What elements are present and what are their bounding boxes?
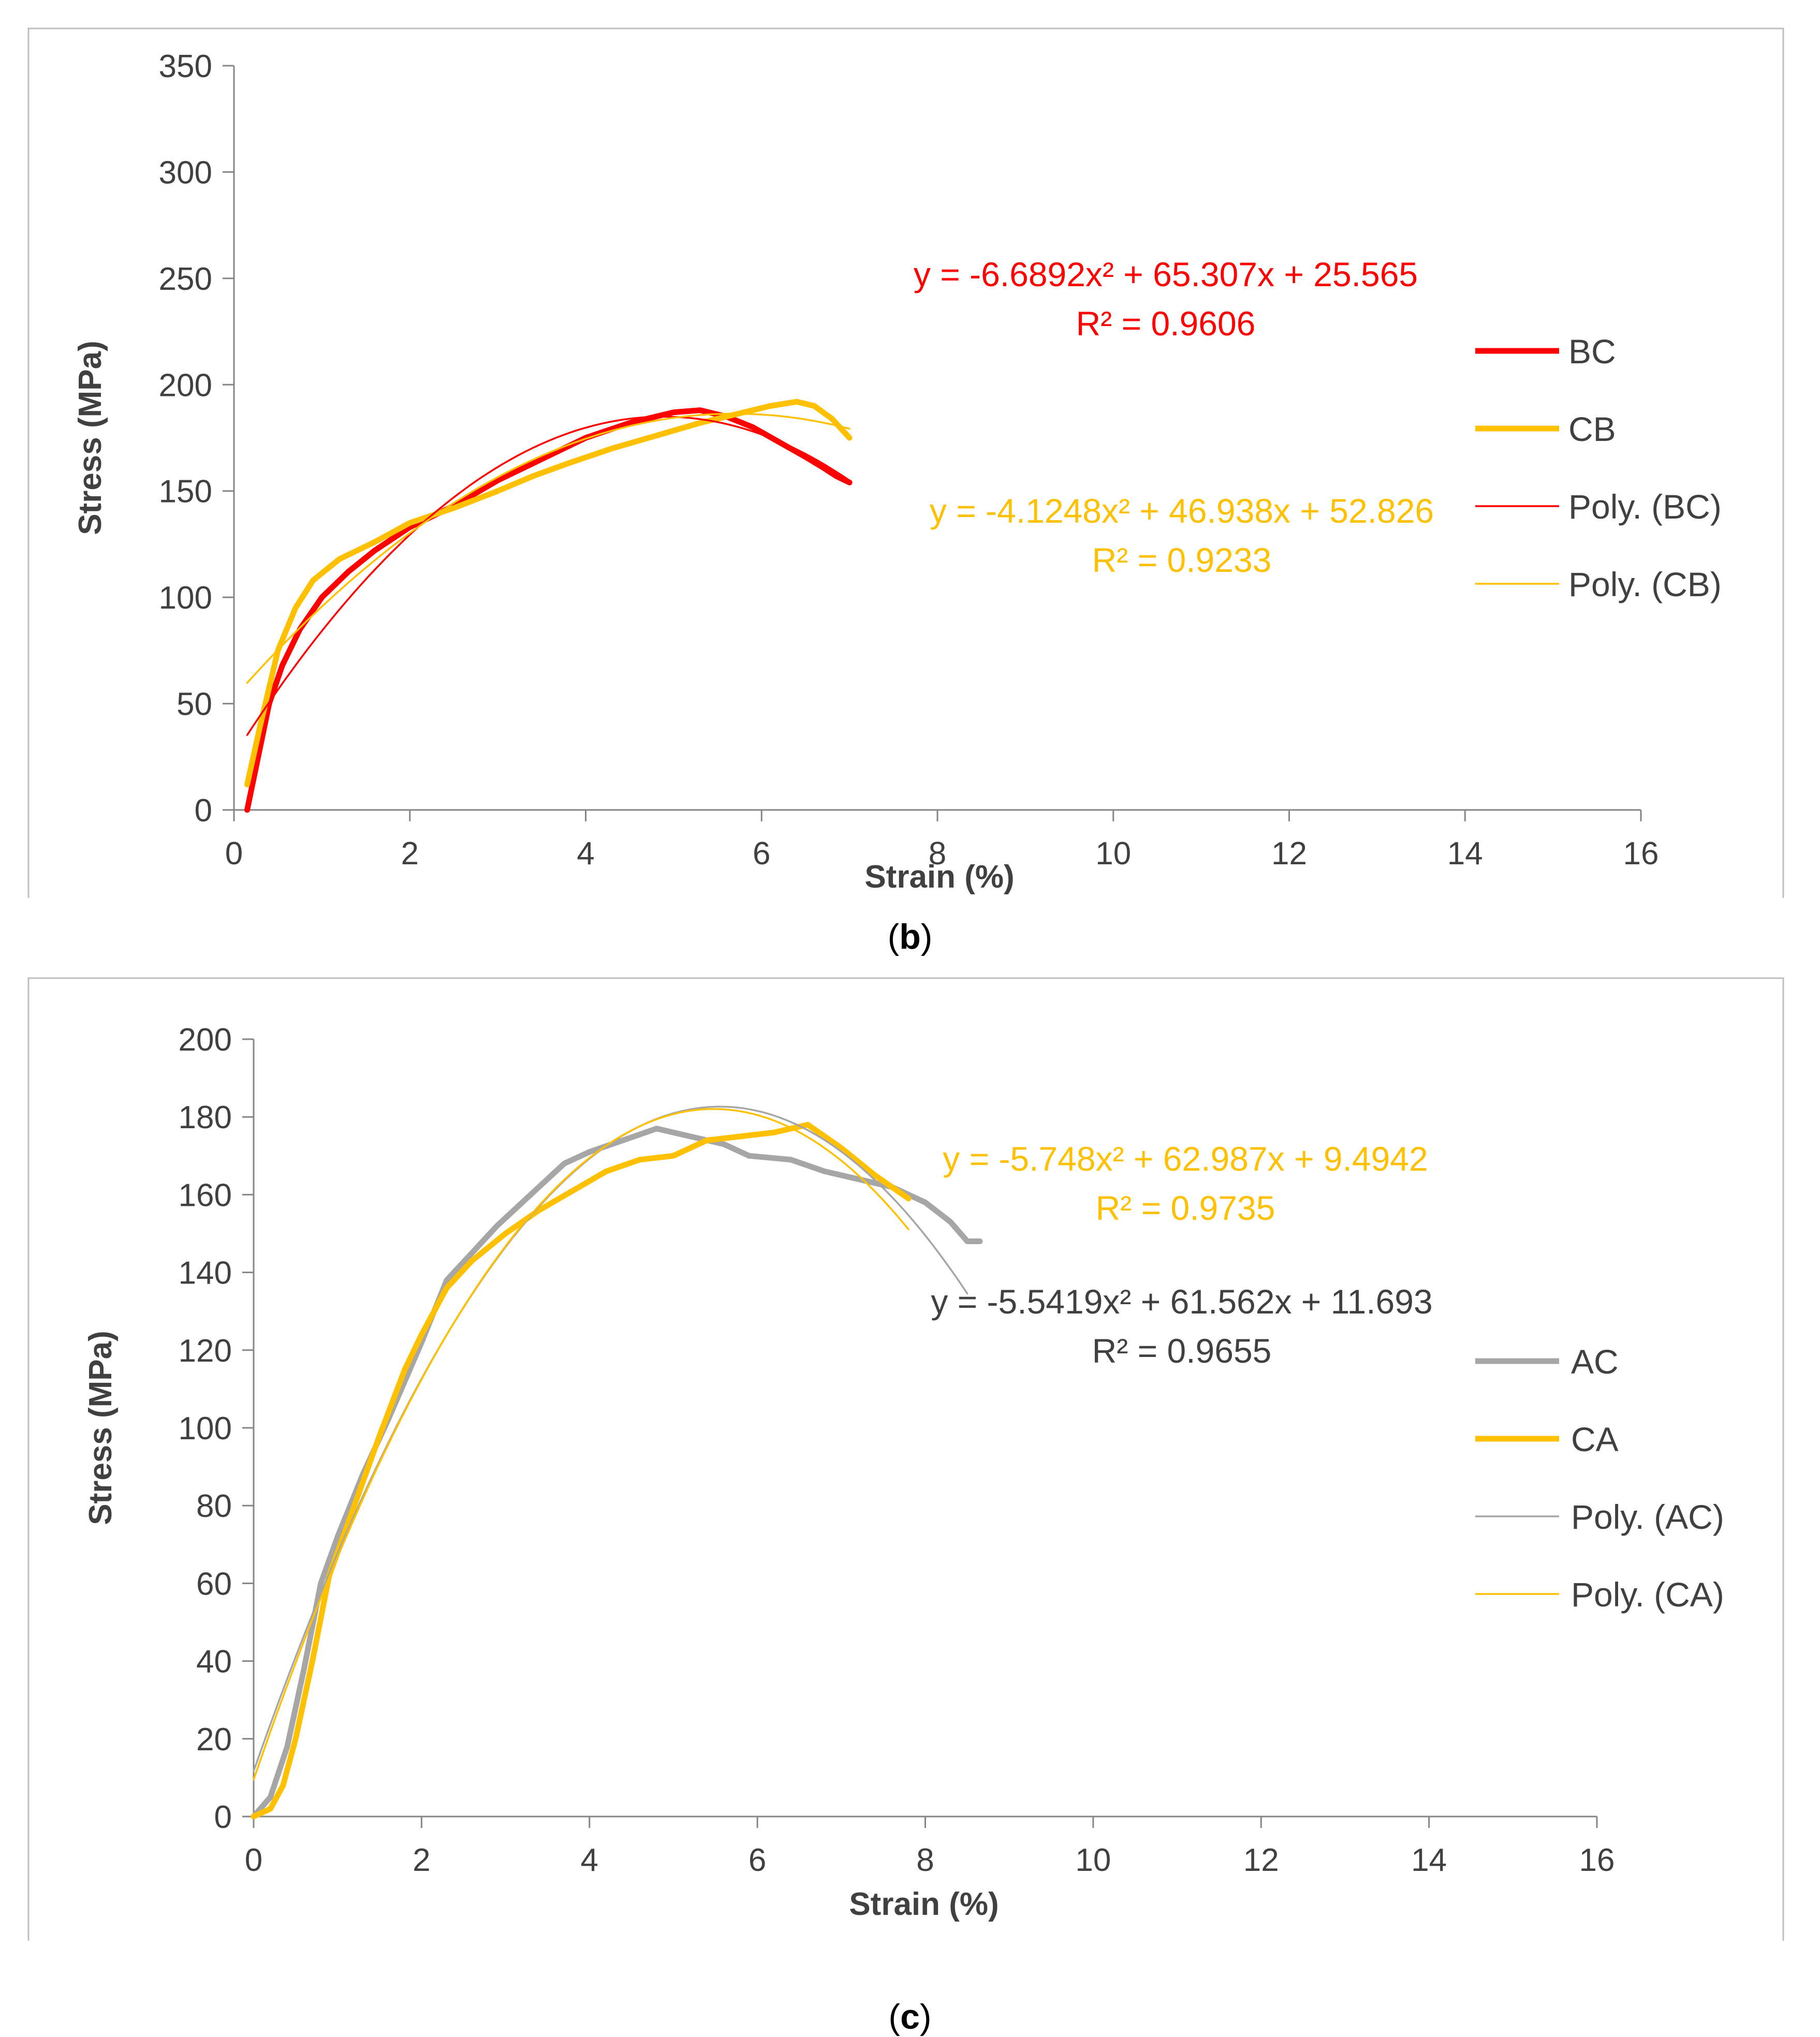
legend-label: BC (1568, 332, 1616, 371)
x-tick-label: 0 (225, 836, 243, 872)
y-tick-label: 120 (179, 1333, 232, 1369)
y-tick-label: 200 (179, 1022, 232, 1058)
panel-caption-letter: b (899, 917, 921, 956)
series-line-ac (251, 1126, 983, 1820)
x-tick-label: 4 (581, 1842, 598, 1878)
y-tick-label: 350 (159, 49, 212, 84)
y-tick-label: 80 (196, 1488, 232, 1524)
x-tick-label: 6 (748, 1842, 766, 1878)
y-tick-label: 100 (159, 580, 212, 616)
y-tick-label: 300 (159, 155, 212, 190)
y-tick-label: 50 (177, 687, 212, 722)
x-tick-label: 8 (929, 836, 946, 872)
y-tick-label: 250 (159, 261, 212, 297)
trendline-r-squared: R² = 0.9233 (1092, 541, 1272, 579)
y-tick-label: 100 (179, 1411, 232, 1446)
legend-label: CB (1568, 410, 1616, 448)
panel-caption: (c) (888, 1997, 931, 2036)
legend: AC CA Poly. (AC) Poly. (CA) (1475, 1342, 1724, 1614)
series-line-ca (251, 1121, 912, 1820)
trendline-r-squared: R² = 0.9735 (1096, 1189, 1275, 1227)
chart-panel-c: 0 20 40 60 80 100 120 140 160 180 200 0 2 4 6 8 10 12 14 16… (27, 977, 1784, 1941)
y-tick-label: 0 (195, 793, 212, 829)
trendline-equation: y = -6.6892x² + 65.307x + 25.565 (914, 255, 1418, 293)
panel-caption: (b) (888, 917, 933, 956)
series-line-poly-bc (246, 416, 850, 736)
series-line-poly-ac (253, 1105, 968, 1772)
legend-label: Poly. (CB) (1568, 565, 1722, 603)
y-tick-label: 200 (159, 367, 212, 403)
y-tick-label: 150 (159, 474, 212, 510)
legend-label: Poly. (BC) (1568, 488, 1722, 526)
x-tick-label: 14 (1447, 836, 1483, 872)
trendline-r-squared: R² = 0.9655 (1092, 1332, 1272, 1370)
series-line-poly-ca (253, 1108, 909, 1781)
chart-panel-b: 0 50 100 150 200 250 300 350 0 2 4 6 8 10 12 14 16 Strain… (27, 27, 1784, 898)
trendline-equation: y = -4.1248x² + 46.938x + 52.826 (930, 492, 1434, 530)
x-tick-label: 4 (577, 836, 594, 872)
x-tick-label: 10 (1095, 836, 1131, 872)
x-tick-label: 12 (1271, 836, 1307, 872)
legend-label: AC (1571, 1342, 1619, 1381)
y-axis-title: Stress (MPa) (72, 341, 108, 535)
x-axis-title: Strain (%) (849, 1886, 999, 1922)
legend-label: Poly. (AC) (1571, 1498, 1724, 1536)
y-tick-label: 60 (196, 1566, 232, 1602)
series-line-bc (244, 407, 853, 813)
x-tick-label: 2 (413, 1842, 430, 1878)
x-tick-label: 8 (916, 1842, 934, 1878)
chart-border (27, 27, 1784, 898)
y-axis-title: Stress (MPa) (83, 1331, 119, 1525)
y-tick-label: 180 (179, 1100, 232, 1135)
x-tick-label: 0 (245, 1842, 262, 1878)
y-tick-label: 40 (196, 1644, 232, 1680)
y-tick-label: 0 (214, 1799, 232, 1835)
y-tick-label: 160 (179, 1177, 232, 1213)
x-tick-label: 14 (1411, 1842, 1447, 1878)
legend-label: Poly. (CA) (1571, 1575, 1724, 1614)
legend: BC CB Poly. (BC) Poly. (CB) (1475, 332, 1722, 603)
panel-caption-letter: c (900, 1997, 920, 2036)
x-tick-label: 10 (1075, 1842, 1111, 1878)
series-line-cb (244, 398, 853, 788)
x-tick-label: 12 (1243, 1842, 1279, 1878)
chart-border (27, 977, 1784, 1941)
trendline-equation: y = -5.748x² + 62.987x + 9.4942 (943, 1140, 1428, 1178)
trendline-equation: y = -5.5419x² + 61.562x + 11.693 (931, 1282, 1432, 1321)
x-tick-label: 16 (1623, 836, 1659, 872)
x-tick-label: 6 (753, 836, 770, 872)
trendline-r-squared: R² = 0.9606 (1076, 304, 1256, 343)
x-axis-title: Strain (%) (864, 859, 1014, 895)
y-tick-label: 20 (196, 1722, 232, 1758)
legend-label: CA (1571, 1420, 1619, 1458)
series-line-poly-cb (246, 412, 850, 684)
y-tick-label: 140 (179, 1256, 232, 1291)
x-tick-label: 16 (1579, 1842, 1615, 1878)
x-tick-label: 2 (401, 836, 419, 872)
